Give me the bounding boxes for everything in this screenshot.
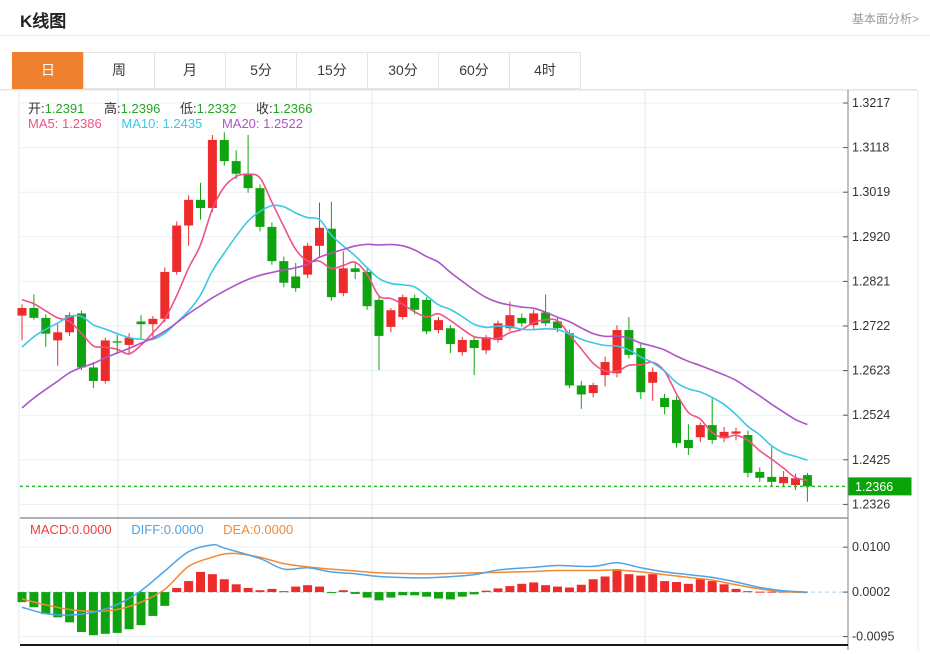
ma10-line <box>21 204 808 462</box>
svg-text:1.2425: 1.2425 <box>852 453 890 467</box>
svg-text:0.0100: 0.0100 <box>852 540 890 554</box>
page-title: K线图 <box>20 12 67 31</box>
svg-text:1.2920: 1.2920 <box>852 230 890 244</box>
tab-30分[interactable]: 30分 <box>367 52 439 89</box>
dea-label: DEA: <box>223 522 254 537</box>
svg-text:0.0002: 0.0002 <box>852 585 890 599</box>
fundamental-analysis-link[interactable]: 基本面分析> <box>851 12 919 26</box>
ma20-value: 1.2522 <box>263 116 303 131</box>
dea-line-layer <box>21 552 808 613</box>
ma5-label: MA5: <box>28 116 59 131</box>
tab-5分[interactable]: 5分 <box>225 52 297 89</box>
tab-4时[interactable]: 4时 <box>509 52 581 89</box>
period-tabs: 日周月 5分 15分 30分 60分 4时 <box>12 52 581 89</box>
macd-histogram <box>17 569 789 636</box>
high-value: 1.2396 <box>120 101 161 116</box>
diff-value: 0.0000 <box>163 522 204 537</box>
svg-text:1.2821: 1.2821 <box>852 274 890 288</box>
low-label: 低: <box>180 101 197 116</box>
tab-60分[interactable]: 60分 <box>438 52 510 89</box>
ma5-value: 1.2386 <box>61 116 102 131</box>
svg-text:1.3217: 1.3217 <box>852 96 890 110</box>
svg-text:1.3118: 1.3118 <box>852 141 889 155</box>
gridlines <box>0 89 917 644</box>
price-badge: 1.2366 <box>848 477 912 496</box>
low-value: 1.2332 <box>196 101 237 116</box>
close-label: 收: <box>256 101 273 116</box>
price-axis-labels: 1.3217 1.3118 1.3019 1.2920 1.2821 1.2722 1.26… <box>843 96 890 511</box>
tab-月[interactable]: 月 <box>154 52 226 89</box>
open-value: 1.2391 <box>44 101 85 116</box>
diff-line <box>21 543 808 616</box>
svg-text:1.2326: 1.2326 <box>852 497 890 511</box>
ma20-line <box>21 243 808 426</box>
open-label: 开: <box>28 101 45 116</box>
diff-label: DIFF: <box>131 522 164 537</box>
ma5-line <box>21 173 808 482</box>
tab-日[interactable]: 日 <box>12 52 84 89</box>
header-divider <box>0 35 930 36</box>
macd-axis-labels: 0.0100 0.0002 -0.0095 <box>843 540 894 644</box>
macd-label: MACD: <box>30 522 72 537</box>
tab-周[interactable]: 周 <box>83 52 155 89</box>
ma-lines <box>21 173 808 482</box>
svg-text:1.2366: 1.2366 <box>855 480 893 494</box>
close-value: 1.2366 <box>272 101 313 116</box>
ma20-label: MA20: <box>221 116 260 131</box>
ma10-value: 1.2435 <box>162 116 203 131</box>
macd-value: 0.0000 <box>71 522 112 537</box>
chart-borders <box>20 90 919 650</box>
diff-line-layer <box>21 543 808 616</box>
dea-line <box>21 552 808 613</box>
svg-text:1.2722: 1.2722 <box>852 319 890 333</box>
ohlc-legend: 开:1.2391 高:1.2396 低:1.2332 收:1.2366 <box>28 98 328 117</box>
candlestick-layer <box>17 132 812 502</box>
macd-legend: MACD:0.0000 DIFF:0.0000 DEA:0.0000 <box>30 522 309 537</box>
svg-text:1.2623: 1.2623 <box>852 364 890 378</box>
tab-15分[interactable]: 15分 <box>296 52 368 89</box>
svg-text:1.3019: 1.3019 <box>852 185 890 199</box>
svg-text:1.2524: 1.2524 <box>852 408 890 422</box>
ma10-label: MA10: <box>121 116 159 131</box>
ma-legend: MA5: 1.2386 MA10: 1.2435 MA20: 1.2522 <box>28 116 319 131</box>
high-label: 高: <box>104 101 121 116</box>
dea-value: 0.0000 <box>253 522 294 537</box>
svg-text:-0.0095: -0.0095 <box>852 630 894 644</box>
